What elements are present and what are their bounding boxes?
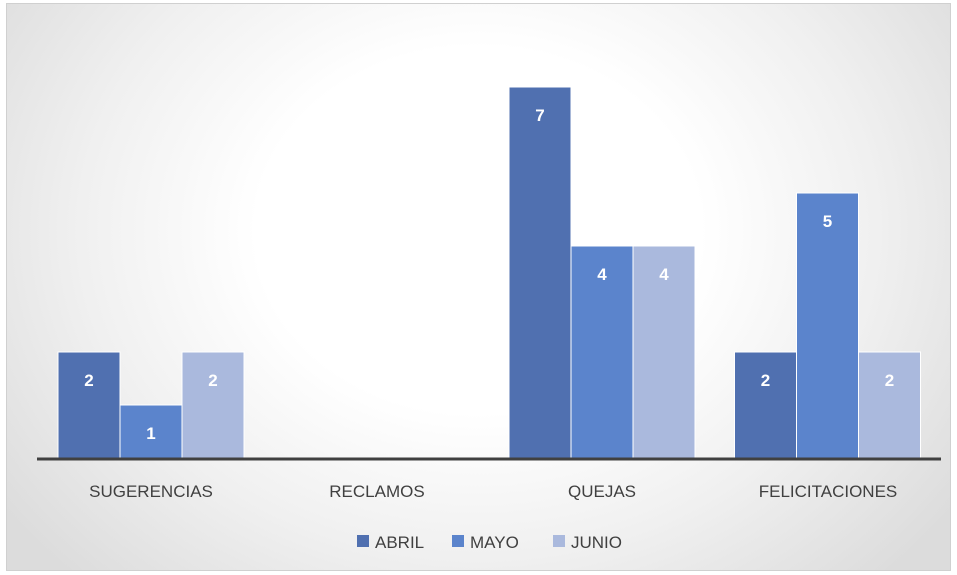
legend-label-abril: ABRIL xyxy=(375,533,424,552)
data-label: 7 xyxy=(535,106,544,125)
data-label: 2 xyxy=(761,371,770,390)
bar-junio-sugerencias xyxy=(181,351,245,459)
data-labels-layer: 2 1 2 7 4 4 2 5 2 xyxy=(84,106,894,443)
category-label: FELICITACIONES xyxy=(759,482,898,501)
data-label: 2 xyxy=(84,371,93,390)
bar-mayo-felicitaciones xyxy=(796,192,859,459)
legend-swatch-mayo xyxy=(452,535,464,547)
data-label: 4 xyxy=(659,265,669,284)
data-label: 2 xyxy=(885,371,894,390)
bar-junio-quejas xyxy=(632,245,696,459)
bar-abril-sugerencias xyxy=(57,351,121,459)
bar-abril-quejas xyxy=(508,86,572,459)
data-label: 1 xyxy=(146,424,155,443)
chart-area xyxy=(6,3,951,571)
bar-junio-felicitaciones xyxy=(858,351,921,459)
data-label: 2 xyxy=(208,371,217,390)
bars-layer xyxy=(57,86,921,459)
category-labels: SUGERENCIAS RECLAMOS QUEJAS FELICITACION… xyxy=(89,482,897,501)
bar-mayo-quejas xyxy=(570,245,634,459)
data-label: 4 xyxy=(597,265,607,284)
category-label: SUGERENCIAS xyxy=(89,482,213,501)
legend-label-mayo: MAYO xyxy=(470,533,519,552)
category-label: RECLAMOS xyxy=(329,482,424,501)
legend-swatch-abril xyxy=(357,535,369,547)
bar-mayo-sugerencias xyxy=(119,404,183,459)
legend-label-junio: JUNIO xyxy=(571,533,622,552)
legend-swatch-junio xyxy=(553,535,565,547)
data-label: 5 xyxy=(823,212,832,231)
category-label: QUEJAS xyxy=(568,482,636,501)
bar-abril-felicitaciones xyxy=(734,351,797,459)
legend: ABRIL MAYO JUNIO xyxy=(357,533,622,552)
